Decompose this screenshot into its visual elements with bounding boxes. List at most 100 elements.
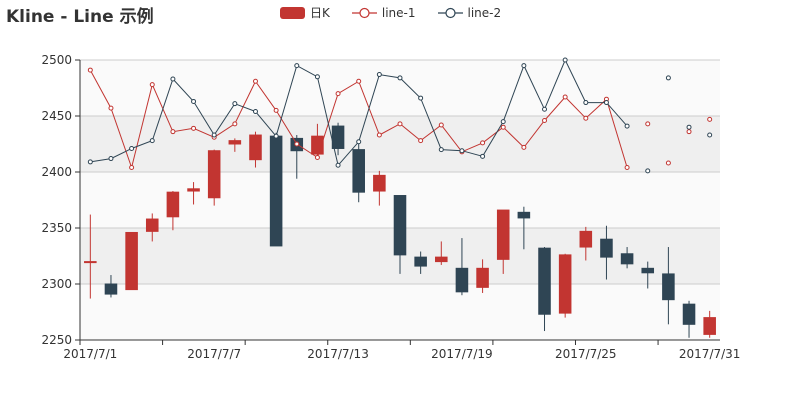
series-point (170, 76, 176, 82)
candle-body (496, 209, 510, 260)
candle-body (373, 174, 386, 192)
series-point (314, 74, 320, 80)
candle-body (187, 188, 200, 192)
x-tick-label: 2017/7/13 (307, 347, 369, 361)
x-tick-label: 2017/7/7 (187, 347, 241, 361)
candle-body (600, 238, 613, 258)
y-tick-label: 2300 (41, 277, 72, 291)
candle-body (145, 218, 159, 232)
legend: 日K line-1 line-2 (280, 4, 523, 21)
candle-body (538, 247, 551, 315)
series-point (583, 115, 589, 121)
series-point (645, 121, 651, 127)
series-point (356, 78, 362, 84)
series-point (108, 105, 114, 111)
candle-body (393, 195, 407, 256)
series-point (542, 117, 548, 123)
series-point (87, 159, 93, 165)
candle-body (641, 267, 655, 274)
series-point (87, 67, 93, 73)
series-point (665, 160, 671, 166)
candle-body (311, 135, 324, 155)
series-point (129, 145, 135, 151)
series-point (603, 100, 609, 106)
series-point (583, 100, 589, 106)
legend-item-candlestick[interactable]: 日K (280, 4, 330, 21)
x-tick-label: 2017/7/19 (431, 347, 493, 361)
x-tick-label: 2017/7/31 (679, 347, 741, 361)
candle-body (558, 254, 572, 314)
candle-body (517, 211, 531, 219)
series-point (438, 122, 444, 128)
legend-label-line-2: line-2 (467, 5, 502, 20)
candle-body (703, 317, 716, 335)
series-point (480, 140, 486, 146)
series-point (232, 101, 238, 107)
series-point (356, 139, 362, 145)
series-point (500, 119, 506, 125)
grid-band (80, 60, 720, 116)
y-tick-label: 2400 (41, 165, 72, 179)
candle-body (455, 267, 469, 293)
legend-label-line-1: line-1 (381, 5, 416, 20)
legend-item-line-1[interactable]: line-1 (351, 5, 416, 20)
candlestick-legend-icon (280, 6, 305, 19)
series-point (191, 98, 197, 104)
series-point (686, 124, 692, 130)
series-point (376, 132, 382, 138)
series-point (562, 94, 568, 100)
y-tick-label: 2500 (41, 53, 72, 67)
candle-body (125, 231, 138, 291)
grid-band (80, 284, 720, 340)
candle-body (331, 125, 345, 149)
series-point (232, 121, 238, 127)
series-point (397, 121, 403, 127)
series-point (252, 78, 258, 84)
series-point (418, 138, 424, 144)
y-tick-label: 2350 (41, 221, 72, 235)
series-point (707, 132, 713, 138)
candle-body (682, 303, 696, 325)
series-point (335, 91, 341, 97)
y-tick-label: 2250 (41, 333, 72, 347)
candle-body (579, 230, 593, 248)
series-point (294, 141, 300, 147)
chart-title: Kline - Line 示例 (6, 7, 154, 27)
series-point (273, 133, 279, 139)
series-point (459, 148, 465, 154)
x-tick-label: 2017/7/25 (555, 347, 617, 361)
candle-body (269, 135, 283, 247)
series-point (170, 129, 176, 135)
candle-body (249, 134, 262, 161)
candle-body (620, 253, 634, 265)
series-point (191, 125, 197, 131)
candle-body (228, 140, 242, 145)
series-point (562, 57, 568, 63)
candle-body (84, 261, 97, 264)
candle-body (104, 283, 118, 295)
candle-body (352, 149, 365, 193)
series-point (273, 107, 279, 113)
legend-item-line-2[interactable]: line-2 (437, 5, 502, 20)
series-point (129, 165, 135, 171)
series-point (480, 153, 486, 159)
series-point (252, 109, 258, 115)
series-point (645, 168, 651, 174)
series-point (211, 132, 217, 138)
candle-body (166, 191, 180, 218)
series-point (624, 123, 630, 129)
series-point (624, 165, 630, 171)
series-point (438, 147, 444, 153)
series-point (335, 162, 341, 168)
series-point (149, 82, 155, 88)
line-2-legend-icon (437, 7, 463, 18)
series-point (418, 95, 424, 101)
series-point (294, 63, 300, 69)
series-point (707, 116, 713, 122)
series-point (521, 144, 527, 150)
candle-body (435, 256, 448, 263)
series-point (314, 154, 320, 160)
candle-body (662, 273, 675, 301)
candle-body (414, 256, 427, 267)
